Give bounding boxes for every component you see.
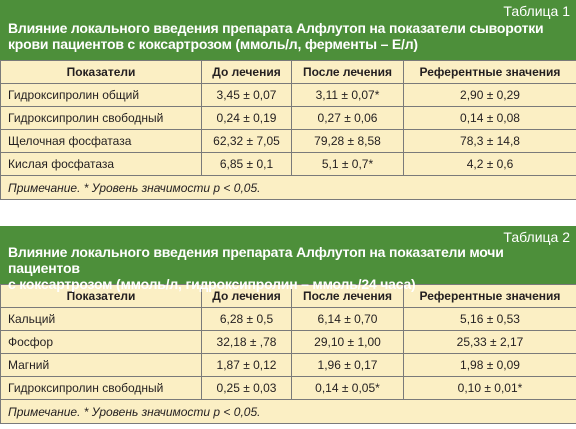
after-value: 5,1 ± 0,7* <box>292 153 404 176</box>
table-1-title-line-2: крови пациентов с коксартрозом (ммоль/л,… <box>8 36 568 52</box>
table-row: Щелочная фосфатаза 62,32 ± 7,05 79,28 ± … <box>1 130 576 153</box>
table-2-grid: Показатели До лечения После лечения Рефе… <box>0 284 576 424</box>
table-1-number: Таблица 1 <box>503 3 570 19</box>
reference-value: 78,3 ± 14,8 <box>404 130 576 153</box>
indicator-name: Кальций <box>1 308 202 331</box>
reference-value: 2,90 ± 0,29 <box>404 84 576 107</box>
before-value: 62,32 ± 7,05 <box>202 130 292 153</box>
table-row: Кислая фосфатаза 6,85 ± 0,1 5,1 ± 0,7* 4… <box>1 153 576 176</box>
after-value: 1,96 ± 0,17 <box>292 354 404 377</box>
column-header: До лечения <box>202 61 292 84</box>
indicator-name: Гидроксипролин общий <box>1 84 202 107</box>
after-value: 0,14 ± 0,05* <box>292 377 404 400</box>
reference-value: 0,14 ± 0,08 <box>404 107 576 130</box>
table-1-title: Влияние локального введения препарата Ал… <box>8 0 568 52</box>
column-header: Показатели <box>1 61 202 84</box>
before-value: 32,18 ± ,78 <box>202 331 292 354</box>
after-value: 3,11 ± 0,07* <box>292 84 404 107</box>
table-2: Таблица 2 Влияние локального введения пр… <box>0 226 576 429</box>
reference-value: 25,33 ± 2,17 <box>404 331 576 354</box>
table-2-header: Таблица 2 Влияние локального введения пр… <box>0 226 576 284</box>
table-row: Магний 1,87 ± 0,12 1,96 ± 0,17 1,98 ± 0,… <box>1 354 576 377</box>
after-value: 79,28 ± 8,58 <box>292 130 404 153</box>
column-header: После лечения <box>292 61 404 84</box>
table-1-title-line-1: Влияние локального введения препарата Ал… <box>8 20 568 36</box>
table-1-header-row: Показатели До лечения После лечения Рефе… <box>1 61 576 84</box>
table-row: Гидроксипролин свободный 0,25 ± 0,03 0,1… <box>1 377 576 400</box>
table-row: Фосфор 32,18 ± ,78 29,10 ± 1,00 25,33 ± … <box>1 331 576 354</box>
after-value: 6,14 ± 0,70 <box>292 308 404 331</box>
table-row: Кальций 6,28 ± 0,5 6,14 ± 0,70 5,16 ± 0,… <box>1 308 576 331</box>
table-row: Гидроксипролин общий 3,45 ± 0,07 3,11 ± … <box>1 84 576 107</box>
after-value: 0,27 ± 0,06 <box>292 107 404 130</box>
table-2-title-line-1: Влияние локального введения препарата Ал… <box>8 244 568 276</box>
indicator-name: Гидроксипролин свободный <box>1 377 202 400</box>
before-value: 6,28 ± 0,5 <box>202 308 292 331</box>
reference-value: 4,2 ± 0,6 <box>404 153 576 176</box>
column-header: Референтные значения <box>404 61 576 84</box>
table-2-title: Влияние локального введения препарата Ал… <box>8 226 568 292</box>
table-2-note: Примечание. * Уровень значимости p < 0,0… <box>1 400 576 424</box>
table-1-grid: Показатели До лечения После лечения Рефе… <box>0 60 576 200</box>
before-value: 3,45 ± 0,07 <box>202 84 292 107</box>
table-1-note-row: Примечание. * Уровень значимости p < 0,0… <box>1 176 576 200</box>
indicator-name: Фосфор <box>1 331 202 354</box>
before-value: 0,24 ± 0,19 <box>202 107 292 130</box>
table-1-header: Таблица 1 Влияние локального введения пр… <box>0 0 576 60</box>
table-row: Гидроксипролин свободный 0,24 ± 0,19 0,2… <box>1 107 576 130</box>
reference-value: 1,98 ± 0,09 <box>404 354 576 377</box>
table-1: Таблица 1 Влияние локального введения пр… <box>0 0 576 202</box>
before-value: 0,25 ± 0,03 <box>202 377 292 400</box>
before-value: 1,87 ± 0,12 <box>202 354 292 377</box>
table-1-note: Примечание. * Уровень значимости p < 0,0… <box>1 176 576 200</box>
before-value: 6,85 ± 0,1 <box>202 153 292 176</box>
indicator-name: Магний <box>1 354 202 377</box>
table-2-number: Таблица 2 <box>503 229 570 245</box>
table-2-note-row: Примечание. * Уровень значимости p < 0,0… <box>1 400 576 424</box>
reference-value: 5,16 ± 0,53 <box>404 308 576 331</box>
reference-value: 0,10 ± 0,01* <box>404 377 576 400</box>
after-value: 29,10 ± 1,00 <box>292 331 404 354</box>
indicator-name: Гидроксипролин свободный <box>1 107 202 130</box>
table-2-title-line-2: с коксартрозом (ммоль/л, гидроксипролин … <box>8 276 568 292</box>
indicator-name: Кислая фосфатаза <box>1 153 202 176</box>
indicator-name: Щелочная фосфатаза <box>1 130 202 153</box>
